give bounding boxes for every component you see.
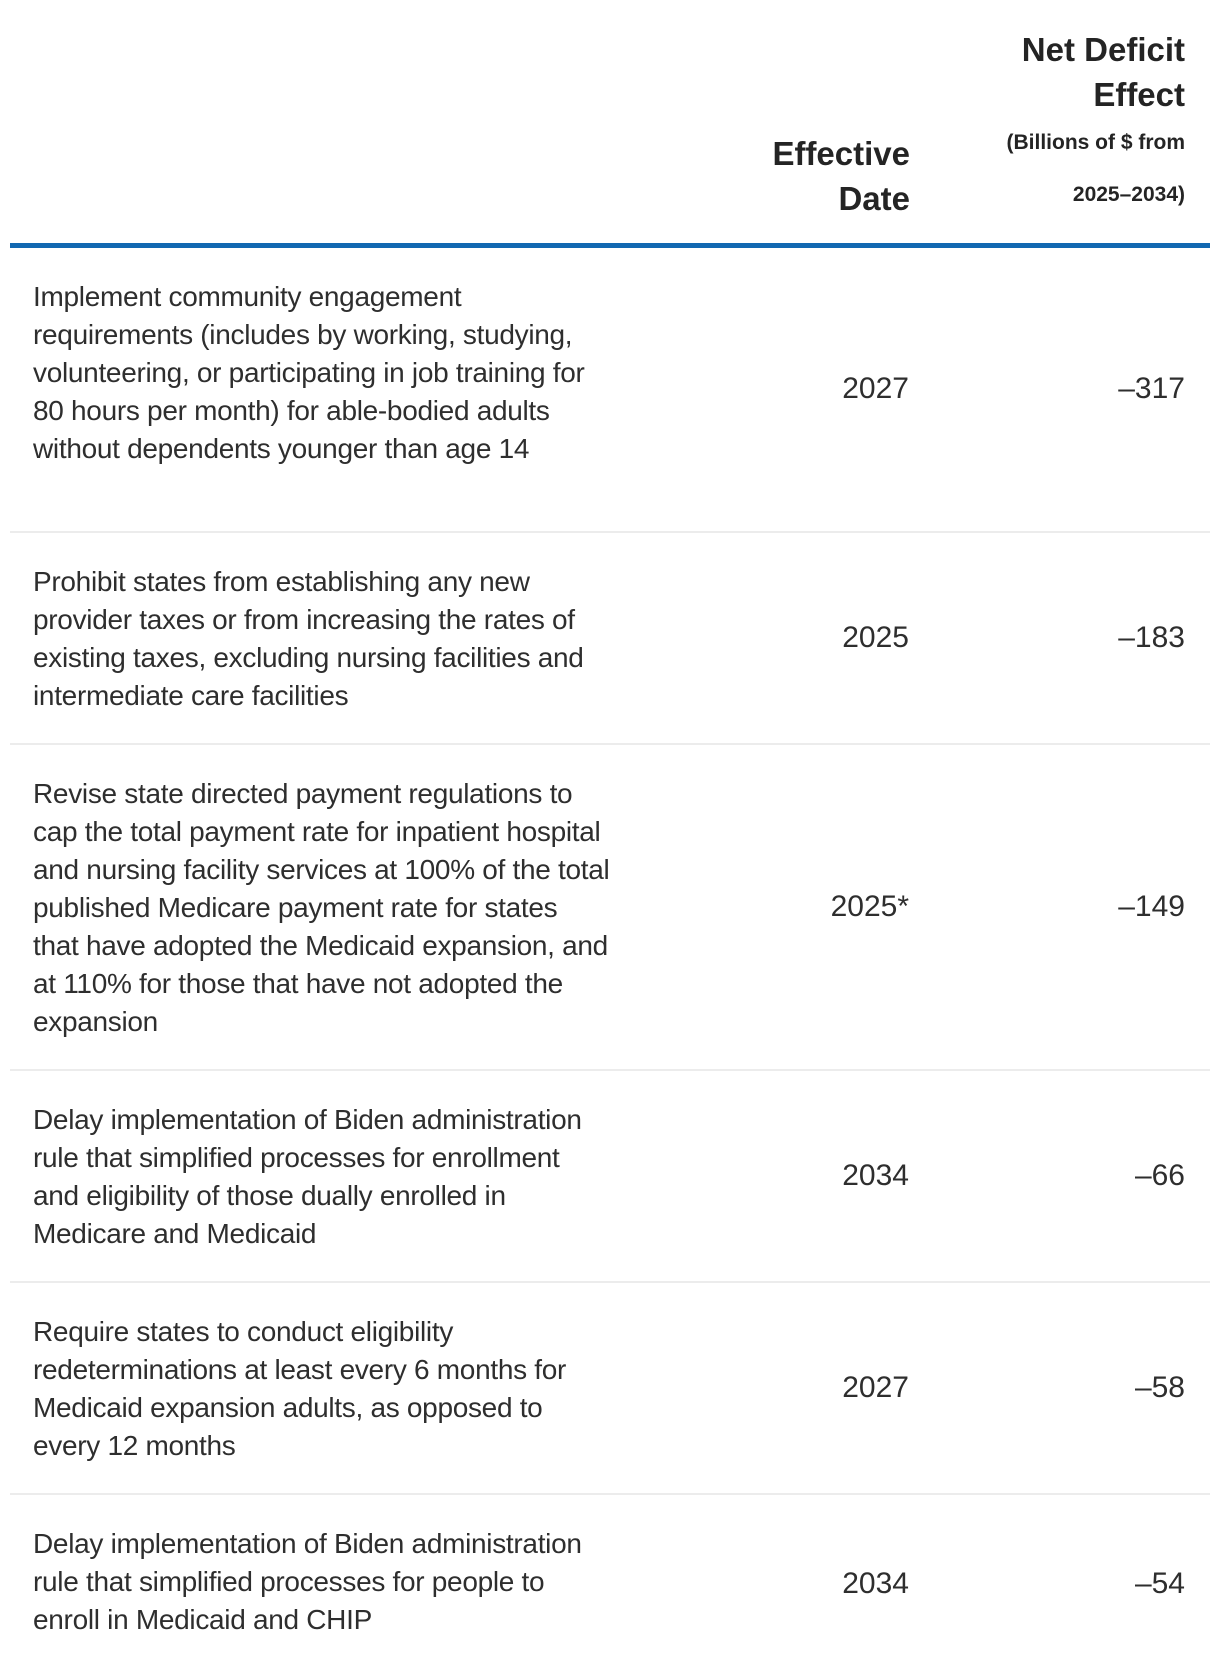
net-deficit-cell: –317 (1118, 372, 1185, 406)
policy-cell: Revise state directed payment regulation… (10, 743, 680, 1070)
net-deficit-column-header: Net Deficit Effect (Billions of $ from 2… (910, 0, 1210, 248)
effective-date-column-header: Effective Date (680, 0, 910, 248)
table-body: Implement community engagement requireme… (10, 245, 1210, 1673)
table-row: Revise state directed payment regulation… (10, 743, 1210, 1070)
provisions-table: Effective Date Net Deficit Effect (Billi… (10, 0, 1210, 1673)
effective-date-cell: 2034 (680, 1069, 910, 1282)
policy-cell: Implement community engagement requireme… (33, 280, 585, 464)
net-deficit-cell: –183 (910, 531, 1210, 744)
table-header: Effective Date Net Deficit Effect (Billi… (10, 0, 1210, 248)
effective-date-cell: 2027 (842, 372, 909, 406)
net-deficit-cell: –66 (910, 1069, 1210, 1282)
policy-cell: Require states to conduct eligibility re… (10, 1281, 680, 1494)
policy-column-header (10, 0, 680, 248)
table-row: Delay implementation of Biden administra… (10, 1069, 1210, 1282)
effective-date-cell: 2025 (680, 531, 910, 744)
table-row: Require states to conduct eligibility re… (10, 1281, 1210, 1494)
header-row: Effective Date Net Deficit Effect (Billi… (10, 0, 1210, 248)
net-deficit-cell: –149 (910, 743, 1210, 1070)
policy-cell: Delay implementation of Biden administra… (10, 1069, 680, 1282)
table-row: Delay implementation of Biden administra… (10, 1493, 1210, 1673)
effective-date-cell: 2025* (680, 743, 910, 1070)
policy-cell: Delay implementation of Biden administra… (10, 1493, 680, 1673)
table-row: Implement community engagement requireme… (10, 245, 1210, 532)
effective-date-cell: 2034 (680, 1493, 910, 1673)
net-deficit-subtitle: (Billions of $ from 2025–2034) (1006, 130, 1186, 206)
table-row: Prohibit states from establishing any ne… (10, 531, 1210, 744)
net-deficit-cell: –54 (910, 1493, 1210, 1673)
effective-date-label: Effective Date (772, 134, 910, 217)
effective-date-cell: 2027 (680, 1281, 910, 1494)
policy-cell: Prohibit states from establishing any ne… (10, 531, 680, 744)
net-deficit-title: Net Deficit Effect (1021, 30, 1185, 113)
net-deficit-cell: –58 (910, 1281, 1210, 1494)
